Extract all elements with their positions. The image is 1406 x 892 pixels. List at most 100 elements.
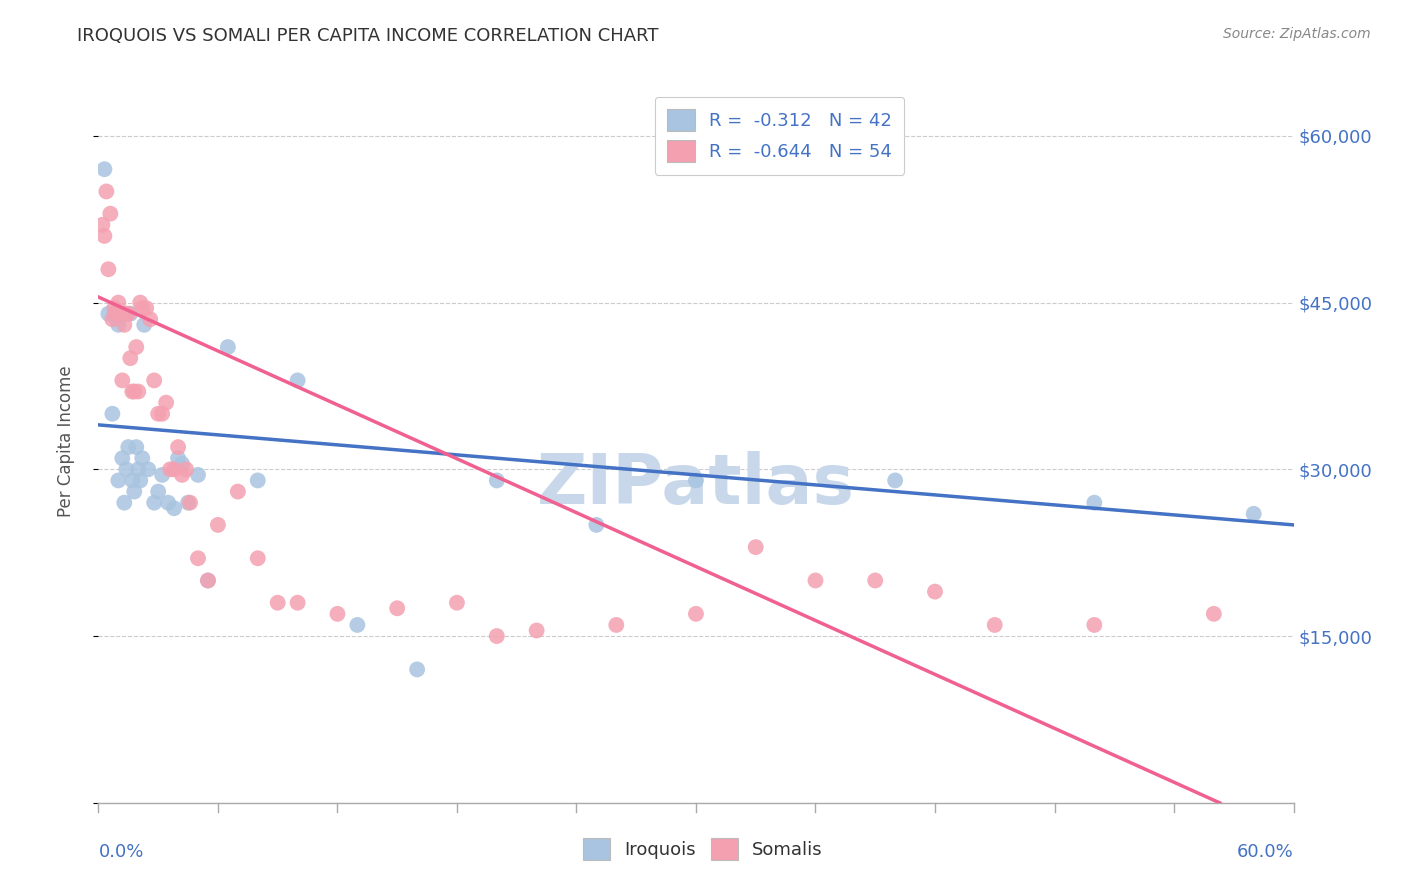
Point (1083, 618, 1105, 632)
Point (226, 484, 249, 499)
Point (804, 574, 827, 588)
Point (406, 662, 429, 676)
Point (129, 295, 152, 310)
Point (246, 474, 269, 488)
Point (127, 462, 149, 476)
Point (91, 218, 114, 232)
Point (174, 462, 197, 476)
Legend: Iroquois, Somalis: Iroquois, Somalis (576, 830, 830, 867)
Point (287, 373, 309, 387)
Point (1243, 507, 1265, 521)
Point (112, 318, 135, 332)
Point (150, 467, 173, 482)
Point (685, 607, 707, 621)
Point (605, 618, 627, 632)
Point (267, 596, 290, 610)
Point (105, 307, 128, 321)
Point (125, 440, 148, 454)
Point (117, 307, 139, 321)
Point (1202, 607, 1225, 621)
Point (96, 185, 118, 199)
Point (131, 301, 153, 315)
Point (150, 407, 173, 421)
Point (97, 262, 120, 277)
Point (117, 440, 139, 454)
Point (385, 601, 409, 615)
Point (148, 484, 170, 499)
Point (103, 307, 125, 321)
Point (1083, 496, 1105, 510)
Point (93, 228, 115, 243)
Point (121, 384, 143, 399)
Point (884, 474, 907, 488)
Point (197, 574, 219, 588)
Point (177, 496, 200, 510)
Point (326, 607, 349, 621)
Point (120, 307, 142, 321)
Point (103, 301, 125, 315)
Point (143, 373, 166, 387)
Point (585, 517, 607, 532)
Point (984, 618, 1007, 632)
Point (115, 462, 138, 476)
Point (98, 207, 122, 221)
Point (121, 474, 143, 488)
Point (112, 496, 135, 510)
Point (187, 551, 209, 566)
Text: 60.0%: 60.0% (1237, 843, 1294, 861)
Point (107, 295, 129, 310)
Point (159, 462, 181, 476)
Point (139, 312, 162, 326)
Point (163, 501, 186, 516)
Point (111, 451, 134, 466)
Point (148, 407, 170, 421)
Point (157, 496, 180, 510)
Point (163, 462, 186, 476)
Point (287, 596, 309, 610)
Text: ZIPatlas: ZIPatlas (537, 451, 855, 518)
Point (101, 312, 124, 326)
Point (129, 474, 152, 488)
Point (526, 624, 548, 638)
Point (125, 340, 148, 354)
Point (107, 474, 129, 488)
Point (924, 584, 946, 599)
Point (155, 395, 177, 409)
Point (105, 312, 128, 326)
Point (101, 407, 124, 421)
Text: 0.0%: 0.0% (98, 843, 143, 861)
Point (246, 551, 269, 566)
Point (172, 457, 194, 471)
Text: Source: ZipAtlas.com: Source: ZipAtlas.com (1223, 27, 1371, 41)
Point (485, 474, 508, 488)
Point (111, 373, 134, 387)
Point (135, 301, 157, 315)
Point (110, 307, 132, 321)
Point (167, 440, 190, 454)
Point (179, 496, 201, 510)
Point (346, 618, 368, 632)
Point (167, 451, 190, 466)
Point (93, 162, 115, 177)
Point (207, 517, 229, 532)
Point (865, 574, 887, 588)
Point (446, 596, 468, 610)
Point (107, 318, 129, 332)
Point (217, 340, 239, 354)
Point (124, 384, 146, 399)
Point (197, 574, 219, 588)
Point (136, 462, 159, 476)
Point (172, 467, 194, 482)
Point (97, 307, 120, 321)
Y-axis label: Per Capita Income: Per Capita Income (56, 366, 75, 517)
Point (115, 307, 138, 321)
Legend: R =  -0.312   N = 42, R =  -0.644   N = 54: R = -0.312 N = 42, R = -0.644 N = 54 (655, 96, 904, 175)
Point (131, 451, 153, 466)
Point (187, 467, 209, 482)
Point (485, 629, 508, 643)
Point (120, 351, 142, 366)
Text: IROQUOIS VS SOMALI PER CAPITA INCOME CORRELATION CHART: IROQUOIS VS SOMALI PER CAPITA INCOME COR… (77, 27, 659, 45)
Point (134, 318, 156, 332)
Point (124, 484, 146, 499)
Point (110, 307, 132, 321)
